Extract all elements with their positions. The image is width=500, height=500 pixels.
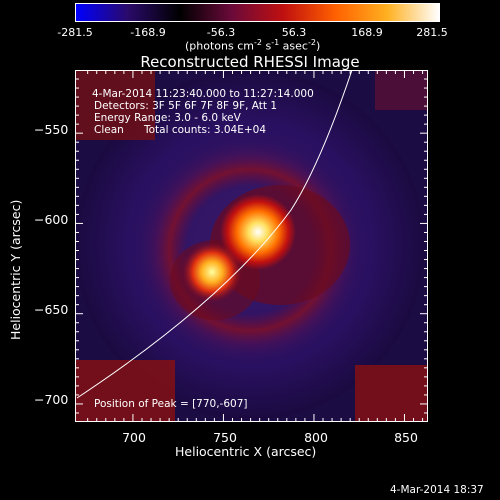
x-tick-label: 700 (122, 430, 146, 445)
colorbar-tick: -168.9 (130, 26, 166, 39)
total-counts-label: Total counts: 3.04E+04 (144, 124, 267, 136)
rhessi-image (75, 70, 428, 422)
corner-noise (75, 70, 155, 140)
plot-frame (75, 70, 428, 422)
x-axis-label: Heliocentric X (arcsec) (175, 444, 317, 459)
y-axis-label: Heliocentric Y (arcsec) (8, 199, 23, 340)
y-tick-label: −650 (34, 302, 69, 317)
x-tick-label: 750 (213, 430, 237, 445)
footer-timestamp: 4-Mar-2014 18:37 (390, 484, 484, 496)
peak-source (220, 194, 296, 270)
colorbar-tick: 281.5 (416, 26, 448, 39)
y-tick-label: −550 (34, 122, 69, 137)
secondary-source (182, 242, 242, 302)
clean-label: Clean (94, 124, 124, 136)
colorbar-tick: -281.5 (57, 26, 93, 39)
detectors-label: Detectors: 3F 5F 6F 7F 8F 9F, Att 1 (94, 100, 278, 112)
x-tick-label: 800 (304, 430, 328, 445)
y-tick-label: −700 (34, 392, 69, 407)
colorbar (75, 3, 440, 22)
energy-range-label: Energy Range: 3.0 - 6.0 keV (94, 112, 241, 124)
corner-noise (375, 70, 428, 110)
peak-position-label: Position of Peak = [770,-607] (94, 398, 248, 410)
time-range-label: 4-Mar-2014 11:23:40.000 to 11:27:14.000 (92, 88, 314, 100)
corner-noise (75, 360, 175, 422)
colorbar-tick: -56.3 (206, 26, 236, 39)
x-tick-label: 850 (394, 430, 418, 445)
corner-noise (355, 365, 428, 422)
y-tick-label: −600 (34, 212, 69, 227)
colorbar-tick: 168.9 (351, 26, 383, 39)
image-title: Reconstructed RHESSI Image (140, 53, 360, 71)
colorbar-unit-label: (photons cm-2 s-1 asec-2) (185, 38, 321, 53)
solar-limb (76, 70, 353, 399)
colorbar-tick: 56.3 (281, 26, 307, 39)
